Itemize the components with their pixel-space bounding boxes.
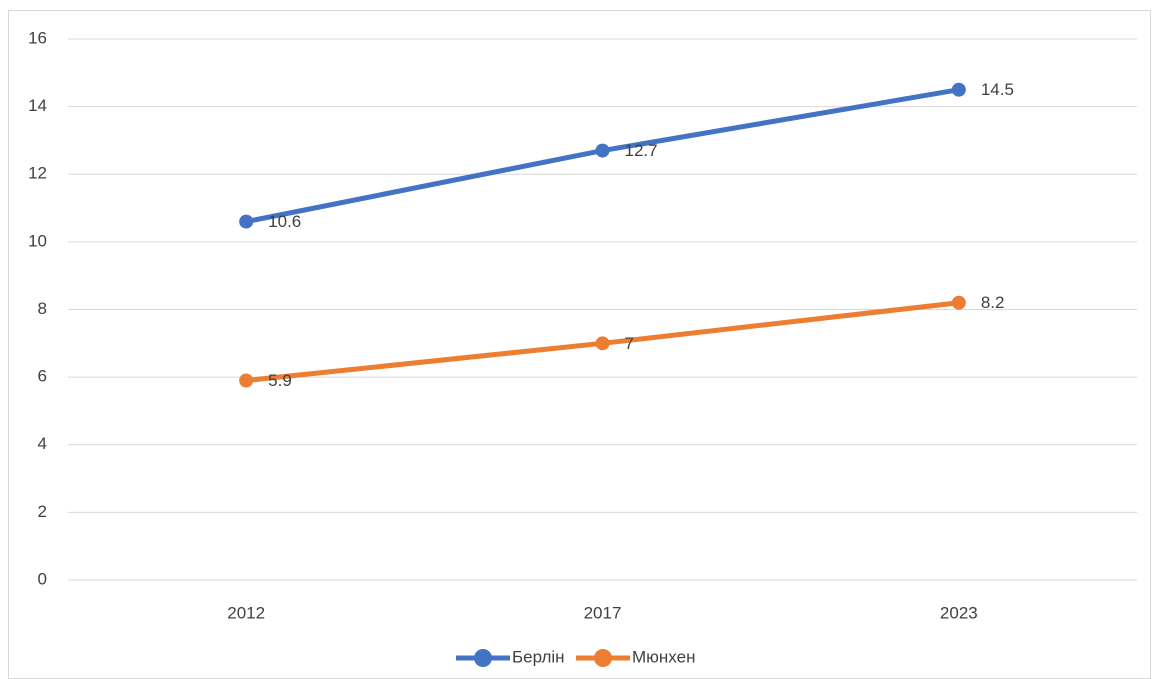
marker xyxy=(951,295,966,310)
legend-label: Берлін xyxy=(512,647,565,666)
y-tick-label: 8 xyxy=(38,299,47,318)
y-tick-label: 14 xyxy=(28,96,47,115)
marker xyxy=(595,336,610,351)
y-tick-label: 16 xyxy=(28,28,47,47)
legend-marker xyxy=(594,649,612,667)
data-label: 5.9 xyxy=(268,371,292,390)
legend-label: Мюнхен xyxy=(632,647,695,666)
marker xyxy=(239,373,254,388)
data-label: 7 xyxy=(625,334,634,353)
y-tick-label: 10 xyxy=(28,231,47,250)
data-label: 14.5 xyxy=(981,80,1014,99)
data-label: 12.7 xyxy=(625,141,658,160)
x-tick-label: 2023 xyxy=(940,603,978,622)
y-tick-label: 0 xyxy=(38,569,47,588)
data-label: 10.6 xyxy=(268,212,301,231)
marker xyxy=(951,82,966,97)
marker xyxy=(239,214,254,229)
y-tick-label: 4 xyxy=(38,434,47,453)
y-tick-label: 2 xyxy=(38,502,47,521)
y-tick-label: 12 xyxy=(28,164,47,183)
y-tick-label: 6 xyxy=(38,367,47,386)
legend-marker xyxy=(474,649,492,667)
marker xyxy=(595,143,610,158)
x-tick-label: 2017 xyxy=(584,603,622,622)
data-label: 8.2 xyxy=(981,293,1005,312)
x-tick-label: 2012 xyxy=(227,603,265,622)
